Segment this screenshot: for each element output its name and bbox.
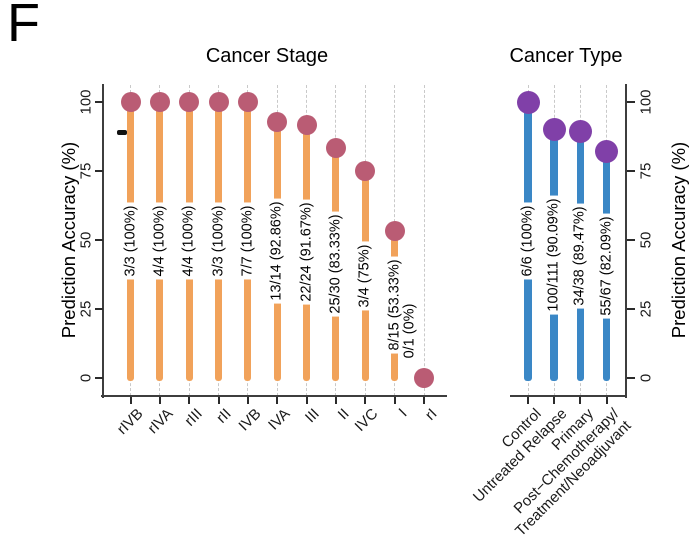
y-tick xyxy=(627,170,635,172)
y-tick xyxy=(627,101,635,103)
y-axis-title: Prediction Accuracy (%) xyxy=(668,141,689,339)
chart-title: Cancer Stage xyxy=(205,45,329,67)
x-tick-label: II xyxy=(334,405,353,424)
lollipop-dot xyxy=(568,119,592,143)
value-label: 25/30 (83.33%) xyxy=(327,211,345,317)
x-tick xyxy=(305,397,308,404)
lollipop-dot xyxy=(149,92,170,112)
x-tick xyxy=(188,397,191,404)
value-label: 13/14 (92.86%) xyxy=(268,198,286,304)
chart-title: Cancer Type xyxy=(509,45,623,67)
x-tick xyxy=(364,397,367,404)
x-tick-label: III xyxy=(302,405,323,427)
x-tick xyxy=(423,397,425,404)
y-tick xyxy=(95,101,103,103)
y-tick xyxy=(95,170,103,172)
lollipop-dot xyxy=(237,92,258,112)
y-tick-label: 50 xyxy=(637,231,655,249)
lollipop-dot xyxy=(384,220,405,241)
value-label: 6/6 (100%) xyxy=(519,202,537,280)
y-tick-label: 75 xyxy=(637,162,655,180)
lollipop-dot xyxy=(267,111,288,132)
value-label: 3/4 (75%) xyxy=(356,241,374,310)
y-tick-label: 0 xyxy=(637,373,655,383)
y-tick xyxy=(95,239,103,241)
x-tick-label: rIVB xyxy=(114,405,147,438)
y-tick-label: 50 xyxy=(77,231,95,249)
x-tick xyxy=(579,397,582,404)
y-axis-line xyxy=(102,84,104,398)
x-tick xyxy=(605,397,608,404)
x-tick xyxy=(553,397,556,404)
x-tick-label: IVB xyxy=(235,405,265,435)
x-tick xyxy=(246,397,249,404)
value-label: 4/4 (100%) xyxy=(151,202,169,280)
y-tick-label: 100 xyxy=(637,89,655,115)
y-tick xyxy=(627,239,635,241)
y-tick-label: 0 xyxy=(77,373,95,383)
value-label: 8/15 (53.33%) xyxy=(386,256,403,354)
stray-dash-mark xyxy=(117,130,127,135)
x-tick-label: rIVA xyxy=(144,405,177,438)
value-label: 55/67 (82.09%) xyxy=(598,213,615,319)
lollipop-dot xyxy=(595,139,619,163)
value-label: 22/24 (91.67%) xyxy=(298,199,315,306)
lollipop-dot xyxy=(516,90,540,114)
value-label: 4/4 (100%) xyxy=(180,202,198,280)
x-tick xyxy=(129,397,132,404)
x-tick xyxy=(393,397,396,404)
x-tick-label: rIII xyxy=(181,405,206,430)
value-label: 100/111 (90.09%) xyxy=(545,195,563,315)
lollipop-dot xyxy=(208,92,229,112)
panel-label: F xyxy=(7,0,40,53)
y-tick-label: 25 xyxy=(637,300,655,318)
value-label: 3/3 (100%) xyxy=(210,202,227,280)
lollipop-dot xyxy=(120,92,141,112)
lollipop-dot xyxy=(325,138,346,158)
lollipop-dot xyxy=(179,92,200,112)
value-label: 34/38 (89.47%) xyxy=(572,202,589,309)
lollipop-dot xyxy=(355,161,376,181)
value-label: 7/7 (100%) xyxy=(239,202,257,280)
x-tick xyxy=(158,397,161,404)
x-tick xyxy=(276,397,279,404)
gridline xyxy=(423,85,425,396)
y-tick-label: 100 xyxy=(77,89,95,115)
value-label: 3/3 (100%) xyxy=(122,202,139,280)
x-tick xyxy=(527,397,529,404)
x-tick-label: rI xyxy=(421,405,441,424)
value-label: 0/1 (0%) xyxy=(401,300,419,362)
lollipop-dot xyxy=(414,368,434,388)
y-tick-label: 75 xyxy=(77,162,95,180)
y-axis-line xyxy=(625,84,627,398)
lollipop-dot xyxy=(542,117,566,141)
x-tick-label: rII xyxy=(213,405,235,427)
x-tick-label: IVA xyxy=(265,405,294,434)
x-tick-label: IVC xyxy=(351,405,382,436)
y-tick xyxy=(627,377,635,379)
y-tick xyxy=(95,377,103,379)
lollipop-dot xyxy=(296,114,317,135)
y-tick-label: 25 xyxy=(77,300,95,318)
x-tick xyxy=(334,397,337,404)
x-tick-label: I xyxy=(395,405,411,421)
x-axis-line xyxy=(101,395,447,397)
x-axis-line xyxy=(510,395,626,397)
x-tick xyxy=(217,397,220,404)
y-tick xyxy=(627,308,635,310)
y-tick xyxy=(95,308,103,310)
